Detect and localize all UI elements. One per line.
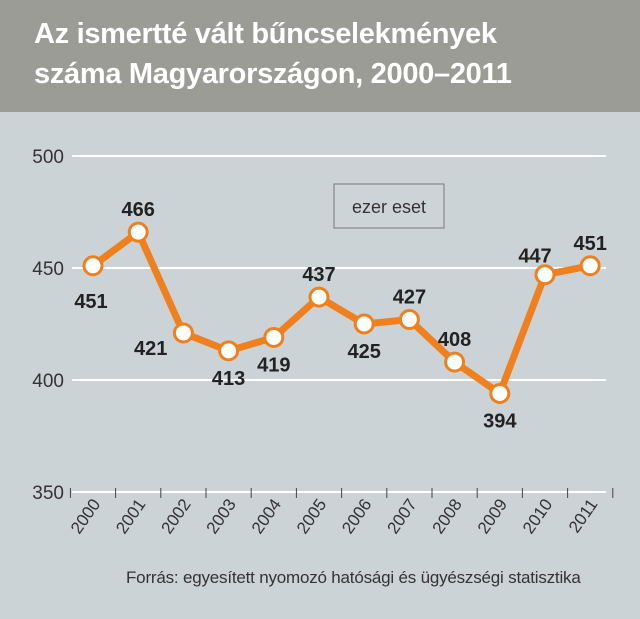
data-label-2002: 421: [134, 338, 167, 360]
data-label-2011: 451: [574, 233, 607, 255]
series-line: [89, 228, 594, 397]
y-axis-ticks: 350 400 450 500: [32, 147, 64, 504]
data-label-2006: 425: [348, 341, 381, 363]
x-tick-label-2008: 2008: [429, 495, 466, 537]
x-tick-label-2005: 2005: [293, 495, 330, 537]
data-label-2008: 408: [438, 329, 471, 351]
data-point-2004: [263, 326, 285, 348]
chart-title-line-2: száma Magyarországon, 2000–2011: [34, 58, 512, 90]
chart-title-line-1: Az ismertté vált bűncselekmények: [34, 18, 497, 50]
x-tick-label-2010: 2010: [519, 495, 556, 537]
unit-label: ezer eset: [352, 197, 426, 217]
data-point-2010: [534, 264, 556, 286]
x-tick-label-2002: 2002: [157, 495, 194, 537]
x-tick-label-2001: 2001: [112, 495, 149, 537]
data-point-2007: [398, 309, 420, 331]
y-tick-label-400: 400: [32, 371, 64, 392]
data-point-2011: [579, 255, 601, 277]
data-label-2009: 394: [483, 410, 517, 432]
source-note: Forrás: egyesített nyomozó hatósági és ü…: [126, 568, 581, 587]
data-point-2008: [444, 351, 466, 373]
data-labels: 451 466 421 413 419 437 425 427 408 394 447 451: [74, 199, 607, 432]
data-label-2003: 413: [212, 368, 245, 390]
data-point-2002: [172, 322, 194, 344]
y-tick-label-500: 500: [32, 147, 64, 168]
y-tick-label-350: 350: [32, 483, 64, 504]
x-tick-label-2006: 2006: [338, 495, 375, 537]
data-point-2006: [353, 313, 375, 335]
x-tick-label-2003: 2003: [203, 495, 240, 537]
series-polyline: [89, 228, 594, 397]
x-tick-label-2009: 2009: [474, 495, 511, 537]
x-tick-label-2011: 2011: [565, 495, 602, 536]
y-tick-label-450: 450: [32, 259, 64, 280]
data-label-2001: 466: [122, 199, 155, 221]
data-label-2004: 419: [257, 354, 290, 376]
data-points: [82, 221, 601, 404]
data-point-2003: [218, 340, 240, 362]
data-label-2007: 427: [393, 287, 426, 309]
unit-box: ezer eset: [333, 183, 445, 229]
title-banner: Az ismertté vált bűncselekmények száma M…: [0, 0, 640, 112]
data-point-2001: [127, 221, 149, 243]
data-point-2000: [82, 255, 104, 277]
data-label-2000: 451: [74, 291, 107, 313]
gridlines: [72, 155, 606, 493]
x-tick-label-2004: 2004: [248, 495, 285, 537]
x-tick-label-2000: 2000: [67, 495, 104, 537]
data-label-2010: 447: [518, 246, 551, 268]
data-point-2009: [489, 382, 511, 404]
x-tick-label-2007: 2007: [383, 495, 420, 537]
data-label-2005: 437: [302, 264, 335, 286]
x-axis-ticks: 2000 2001 2002 2003 2004 2005 2006 2007 2008 2009…: [67, 488, 614, 537]
data-point-2005: [308, 286, 330, 308]
